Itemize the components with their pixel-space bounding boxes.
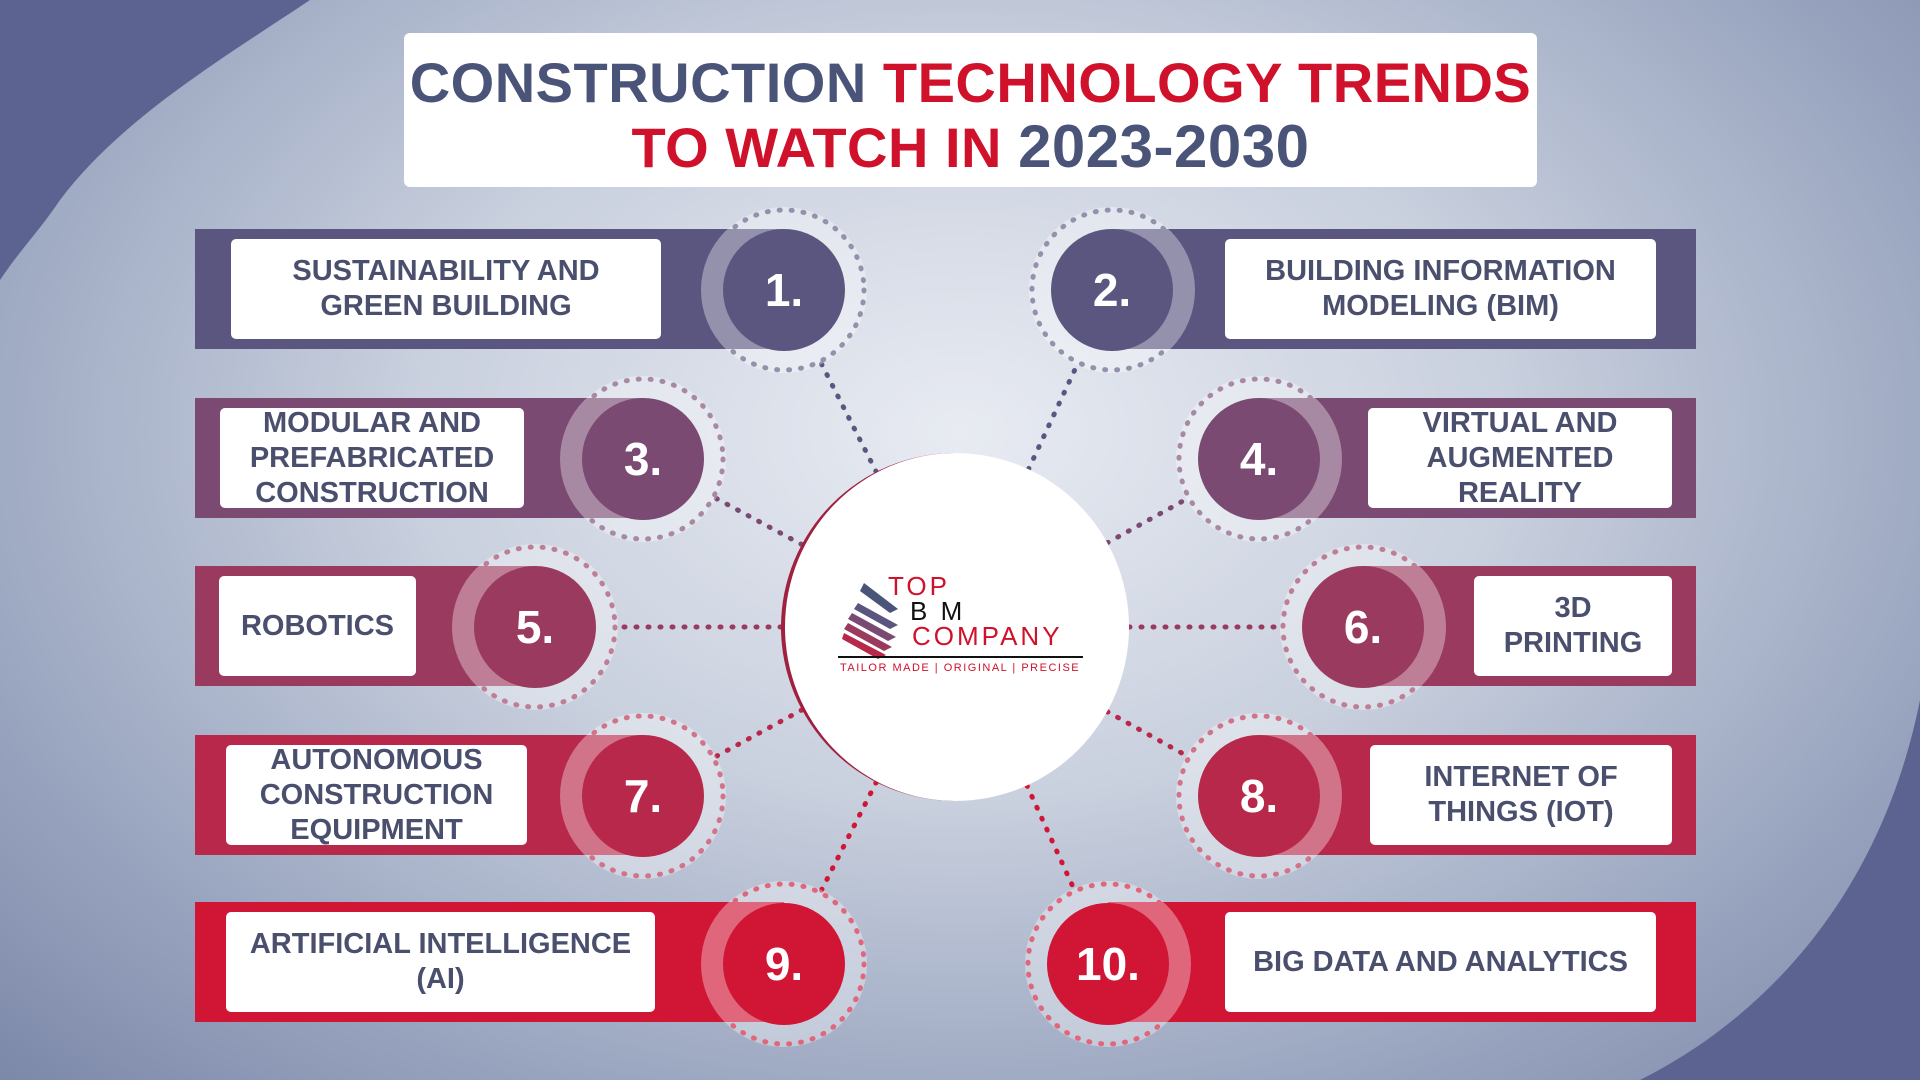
trend-label-10: BIG DATA AND ANALYTICS xyxy=(1225,912,1656,1012)
top-left-swoosh xyxy=(0,0,310,280)
title-line2-a: TO WATCH IN xyxy=(631,116,1019,179)
trend-label-5: ROBOTICS xyxy=(219,576,416,676)
trend-number-8: 8. xyxy=(1198,735,1320,857)
svg-text:TOP: TOP xyxy=(888,571,950,601)
connector-line-1 xyxy=(817,358,879,475)
connector-line-3 xyxy=(710,494,805,548)
logo-tagline: TAILOR MADE | ORIGINAL | PRECISE xyxy=(840,662,1080,674)
title-line1-b: TECHNOLOGY TRENDS xyxy=(882,51,1532,114)
trend-label-2: BUILDING INFORMATION MODELING (BIM) xyxy=(1225,239,1656,339)
trend-number-7: 7. xyxy=(582,735,704,857)
connector-line-2 xyxy=(1025,360,1081,472)
trend-number-10: 10. xyxy=(1047,903,1169,1025)
trend-number-1: 1. xyxy=(723,229,845,351)
svg-text:B M: B M xyxy=(910,596,965,626)
trend-label-1: SUSTAINABILITY AND GREEN BUILDING xyxy=(231,239,661,339)
trend-label-7: AUTONOMOUS CONSTRUCTION EQUIPMENT xyxy=(226,744,527,846)
trend-label-9: ARTIFICIAL INTELLIGENCE (AI) xyxy=(226,912,655,1012)
top-bim-company-logo: TOP B M COMPANY TAILOR MADE | ORIGINAL |… xyxy=(838,571,1083,674)
trend-number-4: 4. xyxy=(1198,398,1320,520)
bottom-right-swoosh xyxy=(1640,700,1920,1080)
title-box: CONSTRUCTION TECHNOLOGY TRENDS TO WATCH … xyxy=(404,33,1537,187)
connector-line-9 xyxy=(817,779,879,896)
connector-line-7 xyxy=(710,707,805,761)
logo-stripes-icon xyxy=(842,583,898,659)
trend-number-2: 2. xyxy=(1051,229,1173,351)
connector-line-8 xyxy=(1104,709,1192,760)
center-logo-circle xyxy=(781,453,1129,801)
trend-number-3: 3. xyxy=(582,398,704,520)
title-line2-b: 2023-2030 xyxy=(1018,113,1310,180)
trend-label-6: 3D PRINTING xyxy=(1474,576,1672,676)
trend-number-5: 5. xyxy=(474,566,596,688)
trend-number-6: 6. xyxy=(1302,566,1424,688)
title-line1-a: CONSTRUCTION xyxy=(409,51,883,114)
svg-text:COMPANY: COMPANY xyxy=(912,621,1063,651)
trend-number-9: 9. xyxy=(723,903,845,1025)
trend-label-8: INTERNET OF THINGS (IOT) xyxy=(1370,745,1672,845)
trend-label-3: MODULAR AND PREFABRICATED CONSTRUCTION xyxy=(220,407,524,509)
connector-line-4 xyxy=(1104,495,1192,546)
trend-label-4: VIRTUAL AND AUGMENTED REALITY xyxy=(1368,407,1672,509)
connector-line-10 xyxy=(1024,782,1078,894)
